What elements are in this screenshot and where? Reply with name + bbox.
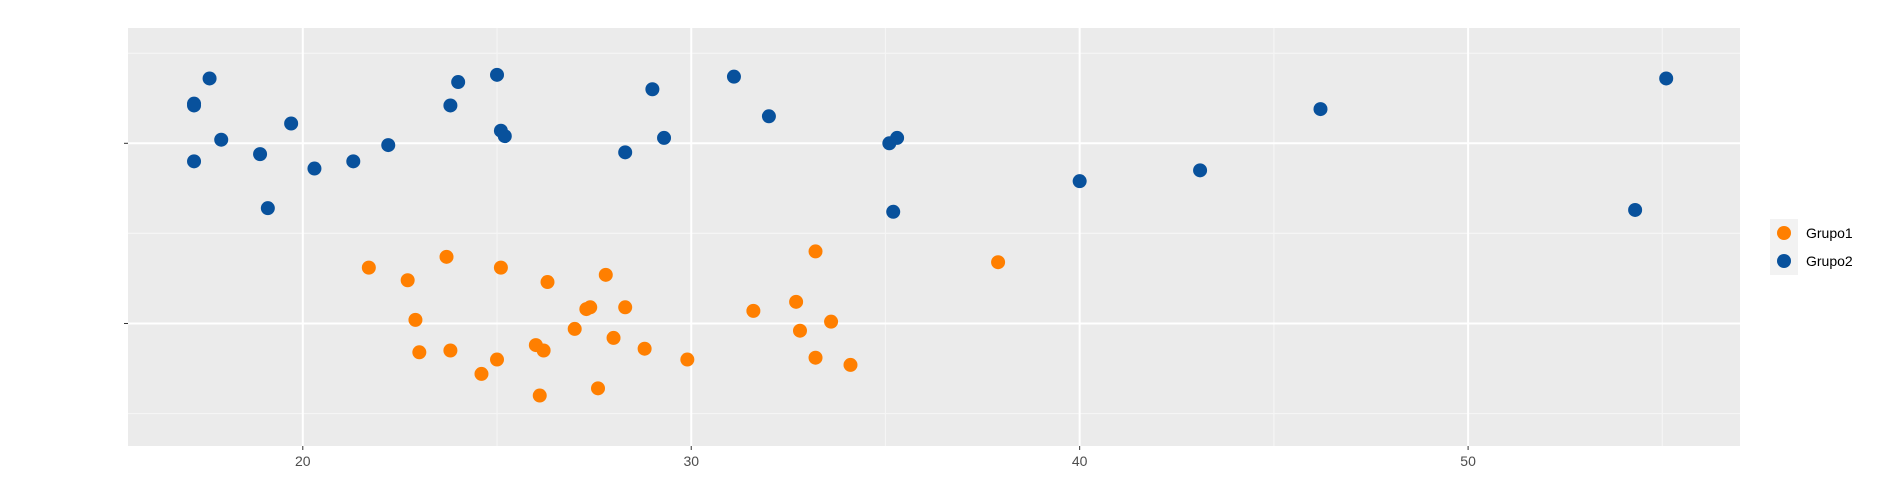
data-point <box>567 321 582 336</box>
data-point <box>474 366 489 381</box>
data-point <box>443 98 458 113</box>
major-gridlines <box>128 28 1740 446</box>
data-point <box>381 138 396 153</box>
series-Grupo2 <box>187 67 1674 219</box>
data-point <box>260 201 275 216</box>
legend: Grupo1 Grupo2 <box>1770 219 1853 275</box>
data-point <box>202 71 217 86</box>
data-point <box>346 154 361 169</box>
data-point <box>606 330 621 345</box>
data-point <box>598 267 613 282</box>
legend-label: Grupo2 <box>1806 253 1853 269</box>
data-point <box>497 129 512 144</box>
data-point <box>583 300 598 315</box>
data-point <box>1193 163 1208 178</box>
x-axis: 20 30 40 50 <box>295 446 1476 469</box>
data-point <box>451 75 466 90</box>
data-point <box>761 109 776 124</box>
data-point <box>408 312 423 327</box>
data-point <box>540 275 555 290</box>
data-point <box>412 345 427 360</box>
data-point <box>991 255 1006 270</box>
data-point <box>490 67 505 82</box>
data-point <box>284 116 299 131</box>
x-tick-label: 20 <box>295 453 311 469</box>
y-axis <box>124 142 128 324</box>
data-point <box>637 341 652 356</box>
minor-gridlines <box>128 28 1740 446</box>
data-point <box>890 130 905 145</box>
data-point <box>187 96 202 111</box>
x-tick-label: 30 <box>683 453 699 469</box>
x-tick-label: 40 <box>1072 453 1088 469</box>
data-point <box>746 303 761 318</box>
legend-label: Grupo1 <box>1806 225 1853 241</box>
data-point <box>843 357 858 372</box>
data-point <box>1072 174 1087 189</box>
data-point <box>439 249 454 264</box>
series-Grupo1 <box>361 244 1006 403</box>
data-point <box>1628 202 1643 217</box>
plot-panel <box>128 28 1740 446</box>
legend-marker <box>1777 254 1791 268</box>
data-point <box>443 343 458 358</box>
data-point <box>1313 102 1328 117</box>
data-points <box>187 67 1674 403</box>
data-point <box>187 154 202 169</box>
data-point <box>532 388 547 403</box>
legend-marker <box>1777 226 1791 240</box>
data-point <box>824 314 839 329</box>
data-point <box>808 244 823 259</box>
data-point <box>536 343 551 358</box>
data-point <box>493 260 508 275</box>
data-point <box>591 381 606 396</box>
data-point <box>886 204 901 219</box>
data-point <box>808 350 823 365</box>
data-point <box>214 132 229 147</box>
data-point <box>618 300 633 315</box>
data-point <box>400 273 415 288</box>
data-point <box>657 130 672 145</box>
data-point <box>618 145 633 160</box>
data-point <box>726 69 741 84</box>
data-point <box>645 82 660 97</box>
data-point <box>792 323 807 338</box>
data-point <box>1659 71 1674 86</box>
data-point <box>490 352 505 367</box>
x-tick-label: 50 <box>1460 453 1476 469</box>
data-point <box>789 294 804 309</box>
data-point <box>361 260 376 275</box>
data-point <box>680 352 695 367</box>
data-point <box>307 161 322 176</box>
data-point <box>253 147 268 162</box>
